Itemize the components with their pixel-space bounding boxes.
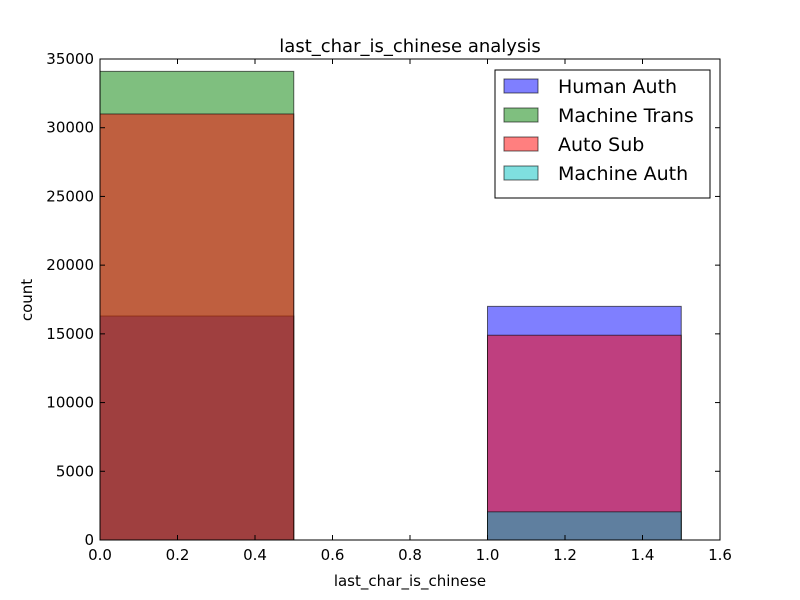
- legend-swatch-auto-sub: [503, 136, 539, 152]
- y-tick-label: 35000: [46, 50, 94, 68]
- legend-label-auto-sub: Auto Sub: [558, 134, 644, 156]
- bars-layer: [99, 70, 682, 541]
- legend-label-human-auth: Human Auth: [558, 76, 677, 98]
- x-tick-label: 0.6: [321, 546, 345, 564]
- y-tick-label: 10000: [46, 394, 94, 412]
- bar-auto-sub-bin-1: [487, 334, 682, 541]
- legend-swatch-human-auth: [503, 78, 539, 94]
- x-tick-label: 0.0: [88, 546, 112, 564]
- legend-swatch-machine-trans: [503, 107, 539, 123]
- y-axis-title: count: [18, 279, 36, 321]
- chart-title: last_char_is_chinese analysis: [279, 36, 540, 57]
- x-tick-label: 1.2: [553, 546, 577, 564]
- x-axis-title: last_char_is_chinese: [334, 572, 486, 591]
- y-tick-label: 20000: [46, 256, 94, 274]
- x-tick-label: 1.6: [708, 546, 732, 564]
- legend-label-machine-trans: Machine Trans: [558, 105, 694, 127]
- bar-machine-auth-bin-1: [487, 511, 682, 541]
- y-tick-label: 30000: [46, 119, 94, 137]
- x-tick-label: 0.4: [243, 546, 267, 564]
- x-tick-label: 1.4: [631, 546, 655, 564]
- legend-swatch-machine-auth: [503, 165, 539, 181]
- legend-label-machine-auth: Machine Auth: [558, 163, 688, 185]
- y-tick-label: 0: [84, 531, 94, 549]
- x-tick-label: 0.2: [166, 546, 190, 564]
- ticks-layer: 0.0 0.2 0.4 0.6 0.8 1.0 1.2 1.4 1.6 0 5000 10000 150…: [46, 50, 732, 564]
- y-tick-label: 5000: [56, 462, 94, 480]
- x-tick-label: 0.8: [398, 546, 422, 564]
- legend: Human Auth Machine Trans Auto Sub Machine A…: [494, 69, 711, 199]
- x-tick-label: 1.0: [476, 546, 500, 564]
- bar-auto-sub-bin-0: [99, 113, 295, 541]
- y-tick-label: 15000: [46, 325, 94, 343]
- y-tick-label: 25000: [46, 187, 94, 205]
